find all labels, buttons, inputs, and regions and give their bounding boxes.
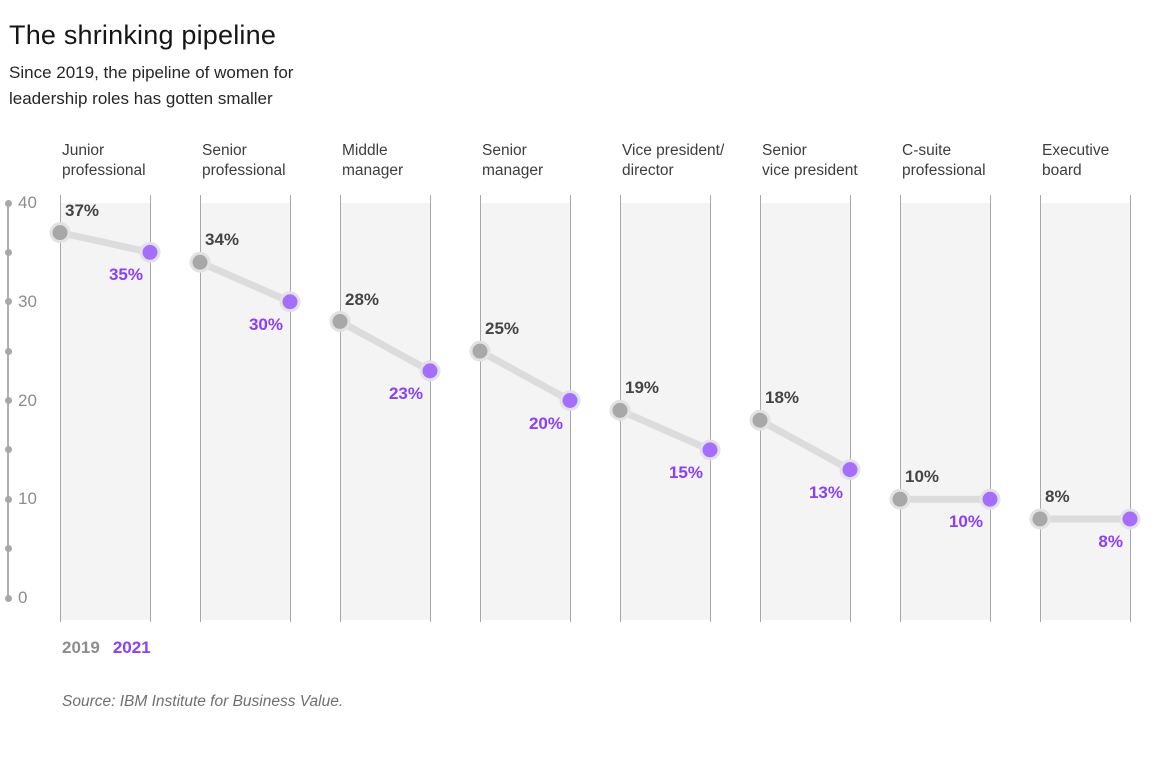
value-label-2019: 10% [905,467,940,487]
connector-line [758,417,852,473]
column-band [340,203,430,620]
dot-2019 [609,399,631,421]
connector-line [618,407,712,454]
value-label-2021: 8% [1098,532,1123,551]
column-edge-right [290,195,291,622]
category-header: Executive board [1042,142,1110,179]
category-header: Senior manager [482,142,544,179]
column-edge-left [340,195,341,622]
dot-2021 [419,360,441,382]
dot-2021 [279,291,301,313]
dot-2021 [979,488,1001,510]
connector-line [59,229,151,256]
column-band [760,203,850,620]
chart-legend: 2019 2021 [62,638,151,658]
category-header: C-suite professional [902,142,986,179]
legend-2021: 2021 [112,638,151,657]
connector-line [478,348,572,404]
category-header: Senior professional [202,142,286,179]
dot-2021 [839,459,861,481]
dot-2021 [559,390,581,411]
column-edge-right [1130,195,1131,622]
value-label-2021: 35% [108,265,143,285]
value-label-2021: 23% [388,383,423,403]
column-edge-right [150,195,151,622]
y-axis-tick-dot [5,594,12,602]
value-label-2019: 8% [1045,487,1070,506]
legend-2019: 2019 [62,638,100,657]
column-edge-left [60,195,61,622]
dot-2019 [329,311,351,332]
dot-2021 [139,241,161,263]
dot-2019 [189,251,211,273]
dot-2021 [699,439,721,461]
dot-2019 [1029,508,1051,530]
value-label-2019: 37% [65,200,100,220]
y-axis-label: 20 [18,390,37,410]
column-edge-left [480,195,481,622]
category-header: Middle manager [342,142,404,179]
column-band [60,203,150,620]
column-edge-right [850,195,851,622]
source-note: Source: IBM Institute for Business Value… [62,693,344,710]
dot-2019 [469,340,491,362]
column-band [480,203,570,620]
category-header: Senior vice president [762,142,858,179]
dot-2021 [1119,508,1141,530]
y-axis-label: 0 [18,588,28,607]
column-edge-left [200,195,201,622]
value-label-2021: 13% [808,482,843,502]
y-axis-tick-dot [5,446,12,454]
y-axis-label: 40 [18,193,37,212]
category-header: Vice president/ director [622,142,725,179]
y-axis-tick-dot [5,199,12,207]
column-band [1040,203,1130,620]
y-axis-tick-dot [5,298,12,306]
dot-2019 [889,488,911,510]
value-label-2021: 20% [528,413,563,433]
value-label-2019: 34% [205,230,240,250]
column-edge-left [760,195,761,622]
column-edge-left [900,195,901,622]
y-axis-tick-dot [5,397,12,404]
connector-line [198,259,292,305]
value-label-2019: 25% [485,319,520,339]
value-label-2019: 28% [345,289,380,309]
y-axis-tick-dot [5,248,12,256]
chart-title: The shrinking pipeline [9,20,277,50]
column-band [620,203,710,620]
value-label-2021: 30% [248,314,283,334]
column-edge-right [430,195,431,622]
connector-line [338,318,432,374]
dot-2019 [49,222,71,244]
y-axis-tick-dot [5,495,12,503]
column-band [900,203,990,620]
y-axis-tick-dot [5,347,12,355]
value-label-2019: 18% [765,388,800,408]
column-edge-right [990,195,991,622]
y-axis-label: 10 [18,489,37,509]
column-edge-right [710,195,711,622]
value-label-2021: 10% [948,512,983,532]
column-edge-left [1040,195,1041,622]
y-axis-tick-dot [5,545,12,553]
dot-2019 [749,409,771,431]
value-label-2019: 19% [625,378,660,398]
value-label-2021: 15% [668,462,703,482]
chart-subtitle: Since 2019, the pipeline of women for le… [9,63,294,108]
category-header: Junior professional [62,142,146,179]
y-axis-label: 30 [18,291,37,311]
